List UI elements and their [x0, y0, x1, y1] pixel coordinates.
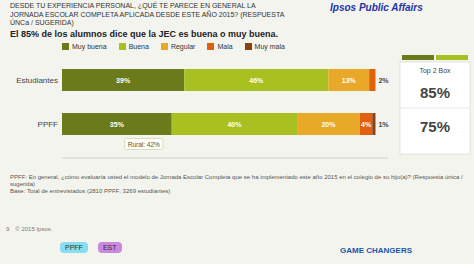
footnote: Base: Total de entrevistados (2810 PPFF;… [10, 188, 465, 195]
legend-item: Muy buena [62, 43, 107, 50]
bar-segment [297, 113, 360, 135]
legend-item: Regular [161, 43, 196, 50]
top2box-panel [400, 62, 470, 154]
top2box-swatch [402, 55, 434, 60]
bar-segment [62, 113, 172, 135]
page-number: 9 [6, 226, 9, 232]
category-label: Estudiantes [16, 76, 58, 85]
footnote: PPFF: En general, ¿cómo evaluaría usted … [10, 174, 465, 188]
legend-swatch [119, 43, 126, 50]
data-label: 46% [249, 77, 264, 84]
logo: Ipsos Public Affairs [330, 2, 423, 13]
legend-item: Mala [207, 43, 232, 50]
bar-segment [328, 69, 369, 91]
legend-swatch [161, 43, 168, 50]
chart: Estudiantes 39% 46% 13% 2% PPFF 35% 40% 20% 4% 1% R… [0, 54, 474, 170]
tags: PPFF EST [60, 242, 122, 253]
footnotes: PPFF: En general, ¿cómo evaluaría usted … [10, 174, 465, 195]
legend-swatch [245, 43, 252, 50]
bar-segment [62, 69, 184, 91]
annotation-box [125, 139, 163, 150]
legend-item: Muy mala [245, 43, 285, 50]
data-label: 35% [110, 121, 125, 128]
top2box-value: 85% [420, 84, 450, 101]
top2box-divider [400, 108, 470, 109]
labels: Estudiantes 39% 46% 13% 2% PPFF 35% 40% 20% 4% 1% R… [16, 76, 389, 150]
bar-segment [172, 113, 297, 135]
data-label: 4% [361, 121, 372, 128]
legend: Muy buena Buena Regular Mala Muy mala [62, 43, 285, 50]
data-label: 13% [342, 77, 357, 84]
bar-segment [360, 113, 373, 135]
data-label: 2% [378, 77, 389, 84]
bar-segment [375, 69, 376, 91]
brand: GAME CHANGERS [340, 246, 412, 255]
data-label: 1% [378, 121, 389, 128]
title: DESDE TU EXPERIENCIA PERSONAL, ¿QUÉ TE P… [10, 2, 310, 28]
category-label: PPFF [38, 120, 59, 129]
top2box-value: 75% [420, 118, 450, 135]
subtitle: El 85% de los alumnos dice que la JEC es… [10, 29, 278, 39]
legend-swatch [62, 43, 69, 50]
bar-segment [184, 69, 328, 91]
legend-label: Regular [171, 43, 196, 50]
data-label: 20% [321, 121, 336, 128]
tag: PPFF [60, 242, 88, 253]
bars [62, 69, 375, 135]
legend-label: Muy buena [72, 43, 107, 50]
data-label: 39% [116, 77, 131, 84]
legend-label: Buena [129, 43, 149, 50]
legend-item: Buena [119, 43, 149, 50]
data-label: 40% [227, 121, 242, 128]
top2box-title: Top 2 Box [419, 67, 451, 75]
x-axis-line [62, 158, 388, 159]
bar-segment [372, 113, 375, 135]
legend-label: Mala [217, 43, 232, 50]
legend-label: Muy mala [255, 43, 285, 50]
annotation: Rural: 42% [125, 139, 163, 150]
copyright: © 2015 Ipsos. [15, 226, 52, 232]
top2box-swatch [436, 55, 468, 60]
bar-segment [369, 69, 375, 91]
legend-swatch [207, 43, 214, 50]
annotation-text: Rural: 42% [128, 141, 160, 148]
tag: EST [98, 242, 122, 253]
page-row: 9 © 2015 Ipsos. [6, 226, 52, 232]
